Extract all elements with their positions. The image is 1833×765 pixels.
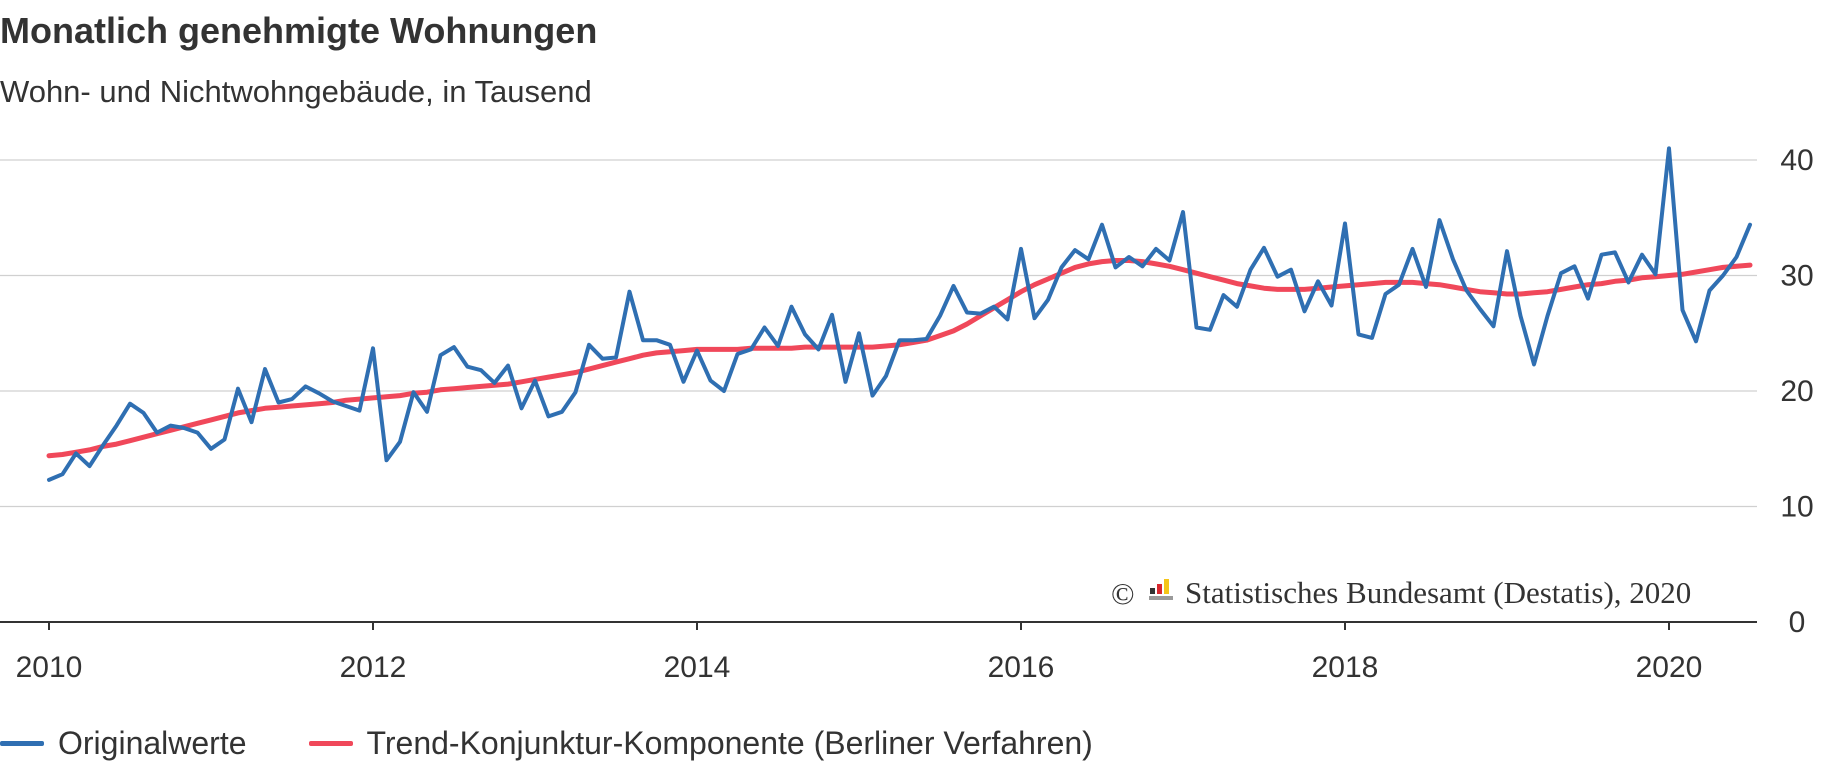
x-tick-label-2014: 2014 xyxy=(664,651,731,684)
y-tick-label-30: 30 xyxy=(1780,260,1813,293)
chart-title: Monatlich genehmigte Wohnungen xyxy=(0,10,598,51)
x-axis-ticks: 2010 2012 2014 2016 2018 2020 xyxy=(16,622,1703,684)
gridlines xyxy=(0,159,1757,623)
series-lines xyxy=(46,146,1753,482)
y-tick-label-20: 20 xyxy=(1780,375,1813,408)
x-tick-label-2012: 2012 xyxy=(340,651,407,684)
legend-item-originalwerte: Originalwerte xyxy=(0,725,247,762)
copyright-notice: © Statistisches Bundesamt (Destatis), 20… xyxy=(1111,575,1691,611)
x-tick-label-2018: 2018 xyxy=(1312,651,1379,684)
legend-swatch-originalwerte xyxy=(0,741,44,746)
destatis-logo xyxy=(1149,579,1173,600)
x-tick-label-2020: 2020 xyxy=(1636,651,1703,684)
legend-swatch-trend xyxy=(308,741,353,746)
y-axis-ticks: 0 10 20 30 40 xyxy=(1780,144,1813,639)
y-tick-label-10: 10 xyxy=(1780,491,1813,524)
copyright-text: Statistisches Bundesamt (Destatis), 2020 xyxy=(1185,575,1691,610)
y-tick-label-40: 40 xyxy=(1780,144,1813,177)
series-line-originalwerte xyxy=(47,146,1752,482)
chart-subtitle: Wohn- und Nichtwohngebäude, in Tausend xyxy=(0,74,592,109)
x-tick-label-2010: 2010 xyxy=(16,651,83,684)
copyright-symbol: © xyxy=(1111,576,1135,611)
legend: Originalwerte Trend-Konjunktur-Komponent… xyxy=(0,725,1155,762)
legend-item-trend: Trend-Konjunktur-Komponente (Berliner Ve… xyxy=(308,725,1093,762)
series-line-trend xyxy=(46,258,1753,459)
y-tick-label-0: 0 xyxy=(1789,606,1806,639)
legend-label-trend: Trend-Konjunktur-Komponente (Berliner Ve… xyxy=(366,725,1093,761)
legend-label-originalwerte: Originalwerte xyxy=(58,725,247,761)
x-tick-label-2016: 2016 xyxy=(988,651,1055,684)
